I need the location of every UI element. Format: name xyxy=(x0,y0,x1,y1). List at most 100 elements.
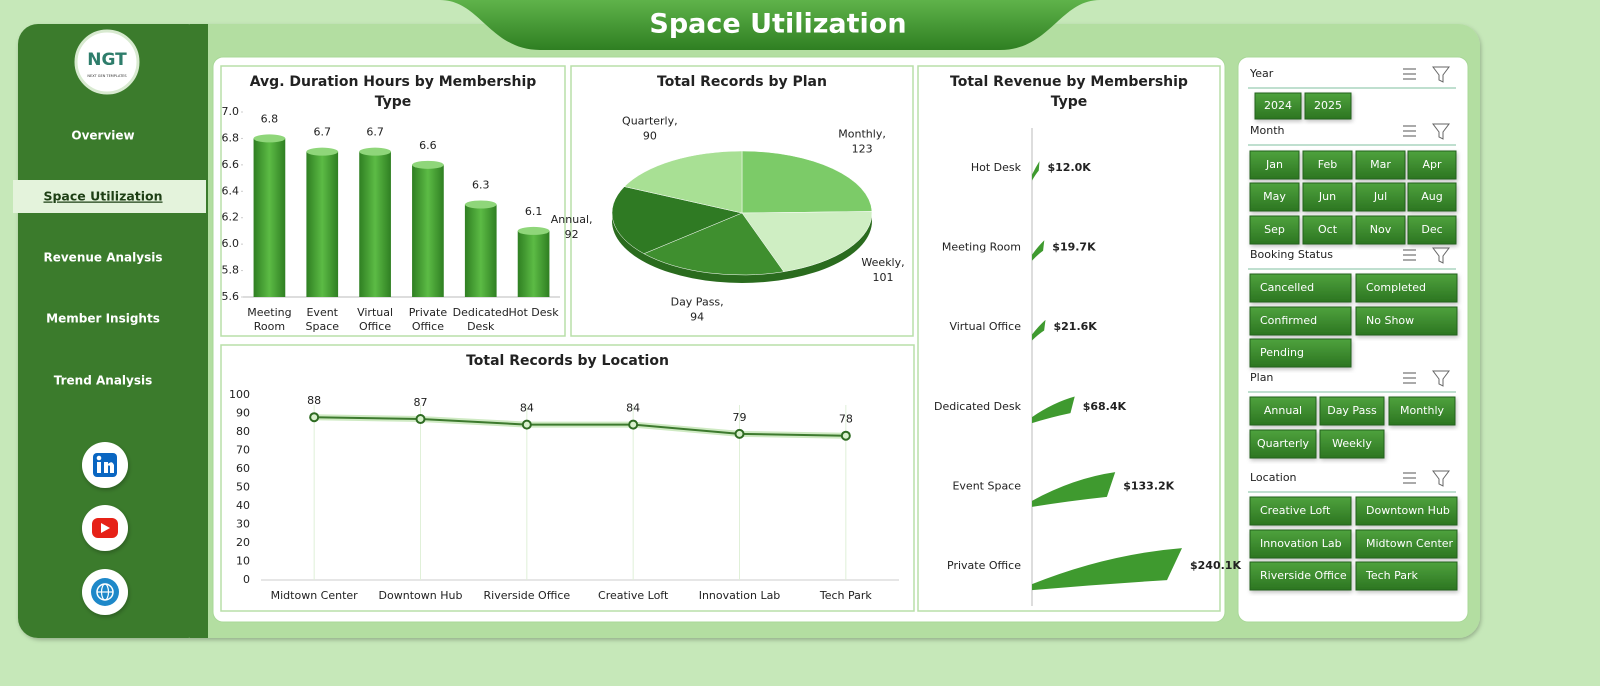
slicer-button[interactable]: Pending xyxy=(1249,338,1352,368)
data-label: 6.6 xyxy=(419,139,437,152)
slicer-button[interactable]: Confirmed xyxy=(1249,306,1352,336)
slicer-button[interactable]: Tech Park xyxy=(1355,561,1458,591)
slicer-button[interactable]: Annual xyxy=(1249,396,1317,426)
button-label: Aug xyxy=(1421,190,1442,203)
x-tick-label: Meeting Room xyxy=(247,306,291,333)
button-bg xyxy=(1407,182,1457,212)
x-tick-label: Private Office xyxy=(409,306,448,333)
x-tick-label: Innovation Lab xyxy=(699,589,781,602)
slicer-button[interactable]: Downtown Hub xyxy=(1355,496,1458,526)
button-bg xyxy=(1249,150,1300,180)
multi-select-icon[interactable] xyxy=(1403,68,1416,80)
slicer-button[interactable]: Creative Loft xyxy=(1249,496,1352,526)
bar xyxy=(306,151,339,297)
data-label: $240.1K xyxy=(1190,559,1241,572)
bar xyxy=(253,138,286,297)
button-label: Sep xyxy=(1264,223,1285,236)
chart-box xyxy=(220,344,915,612)
nav-item[interactable]: Revenue Analysis xyxy=(43,251,162,265)
slice-value: 90 xyxy=(643,130,657,143)
logo xyxy=(74,29,140,95)
sidebar xyxy=(18,24,208,638)
button-label: Monthly xyxy=(1400,404,1445,417)
slicer-button[interactable]: Jul xyxy=(1355,182,1406,212)
button-bg xyxy=(1355,306,1458,336)
bar-cap xyxy=(253,134,286,143)
data-label: 6.1 xyxy=(525,205,543,218)
multi-select-icon[interactable] xyxy=(1403,249,1416,261)
slicer-button[interactable]: Day Pass xyxy=(1319,396,1385,426)
slicer-button[interactable]: Sep xyxy=(1249,215,1300,245)
slicer-button[interactable]: Quarterly xyxy=(1249,429,1317,459)
clear-filter-icon[interactable] xyxy=(1432,66,1450,83)
clear-filter-icon[interactable] xyxy=(1432,123,1450,140)
button-label: Pending xyxy=(1260,346,1304,359)
clear-filter-icon[interactable] xyxy=(1432,247,1450,264)
icon-shape xyxy=(96,455,102,461)
slicer-button[interactable]: Cancelled xyxy=(1249,273,1352,303)
multi-select-icon[interactable] xyxy=(1403,372,1416,384)
data-label: $133.2K xyxy=(1123,480,1174,493)
y-tick-label: 0 xyxy=(243,573,250,586)
slicer-button[interactable]: 2025 xyxy=(1304,92,1352,120)
x-tick-label: Hot Desk xyxy=(509,306,560,319)
y-tick-label: 70 xyxy=(236,444,250,457)
y-tick-label: 10 xyxy=(236,555,250,568)
button-bg xyxy=(1249,529,1352,559)
nav-item[interactable]: Trend Analysis xyxy=(54,374,153,388)
slicer-button[interactable]: Feb xyxy=(1302,150,1353,180)
button-bg xyxy=(1388,396,1456,426)
slicer-button[interactable]: Oct xyxy=(1302,215,1353,245)
button-bg xyxy=(1407,150,1457,180)
bar-cap xyxy=(306,147,339,156)
slicer-button[interactable]: Jun xyxy=(1302,182,1353,212)
slicer-button[interactable]: Monthly xyxy=(1388,396,1456,426)
slicer-button[interactable]: Aug xyxy=(1407,182,1457,212)
clear-filter-icon[interactable] xyxy=(1432,370,1450,387)
nav-item[interactable]: Member Insights xyxy=(46,312,160,326)
slicer-button[interactable]: May xyxy=(1249,182,1300,212)
y-tick-label: 5.8 xyxy=(222,264,240,277)
web-icon[interactable] xyxy=(82,569,128,615)
button-bg xyxy=(1355,150,1406,180)
slice-value: 123 xyxy=(852,142,873,155)
slicer-button[interactable]: Nov xyxy=(1355,215,1406,245)
icon-shape xyxy=(1432,123,1450,140)
slice-category: Weekly, xyxy=(861,256,904,269)
slicer-button[interactable]: Completed xyxy=(1355,273,1458,303)
bar-cap xyxy=(359,147,391,156)
data-label: 88 xyxy=(307,394,321,407)
slicer-button[interactable]: Jan xyxy=(1249,150,1300,180)
sidebar-edge xyxy=(190,24,208,638)
nav-active xyxy=(13,180,206,213)
button-bg xyxy=(1249,273,1352,303)
slicer-button[interactable]: Weekly xyxy=(1319,429,1385,459)
pie-slice xyxy=(741,150,873,214)
button-bg xyxy=(1249,338,1352,368)
slicer-button[interactable]: 2024 xyxy=(1254,92,1302,120)
clear-filter-icon[interactable] xyxy=(1432,470,1450,487)
slicer-button[interactable]: Apr xyxy=(1407,150,1457,180)
youtube-icon[interactable] xyxy=(82,505,128,551)
multi-select-icon[interactable] xyxy=(1403,125,1416,137)
slicer-button[interactable]: Innovation Lab xyxy=(1249,529,1352,559)
button-label: May xyxy=(1263,190,1286,203)
nav-item[interactable]: Space Utilization xyxy=(43,189,162,204)
pie-slice xyxy=(611,186,743,254)
button-bg xyxy=(1249,561,1352,591)
nav-item[interactable]: Overview xyxy=(71,129,134,143)
y-tick-label: 6.2 xyxy=(222,211,240,224)
slicer-button[interactable]: Mar xyxy=(1355,150,1406,180)
slicer-button[interactable]: Riverside Office xyxy=(1249,561,1352,591)
multi-select-icon[interactable] xyxy=(1403,472,1416,484)
slicer-button[interactable]: Midtown Center xyxy=(1355,529,1458,559)
icon-shape xyxy=(104,462,114,473)
bar-cap xyxy=(517,226,550,235)
linkedin-icon[interactable] xyxy=(82,442,128,488)
button-bg xyxy=(1355,529,1458,559)
chart-title: Total Records by Location xyxy=(466,353,669,369)
slicer-button[interactable]: Dec xyxy=(1407,215,1457,245)
slicer-button[interactable]: No Show xyxy=(1355,306,1458,336)
slicer-title: Booking Status xyxy=(1250,248,1333,261)
